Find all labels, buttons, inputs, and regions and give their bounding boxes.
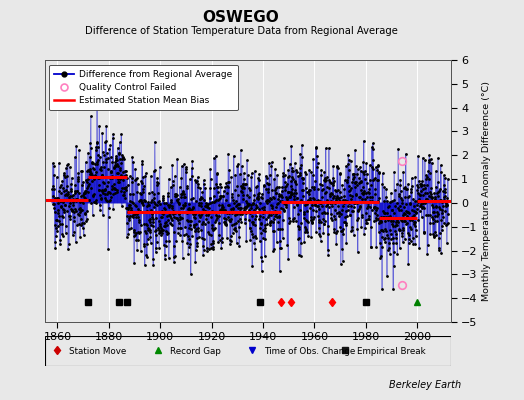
Text: Empirical Break: Empirical Break: [357, 347, 426, 356]
Text: Berkeley Earth: Berkeley Earth: [389, 380, 461, 390]
Text: Time of Obs. Change: Time of Obs. Change: [264, 347, 355, 356]
Text: OSWEGO: OSWEGO: [203, 10, 279, 25]
Text: Record Gap: Record Gap: [170, 347, 221, 356]
Text: Station Move: Station Move: [69, 347, 126, 356]
Legend: Difference from Regional Average, Quality Control Failed, Estimated Station Mean: Difference from Regional Average, Qualit…: [49, 64, 237, 110]
Text: Difference of Station Temperature Data from Regional Average: Difference of Station Temperature Data f…: [84, 26, 398, 36]
Y-axis label: Monthly Temperature Anomaly Difference (°C): Monthly Temperature Anomaly Difference (…: [482, 81, 490, 301]
